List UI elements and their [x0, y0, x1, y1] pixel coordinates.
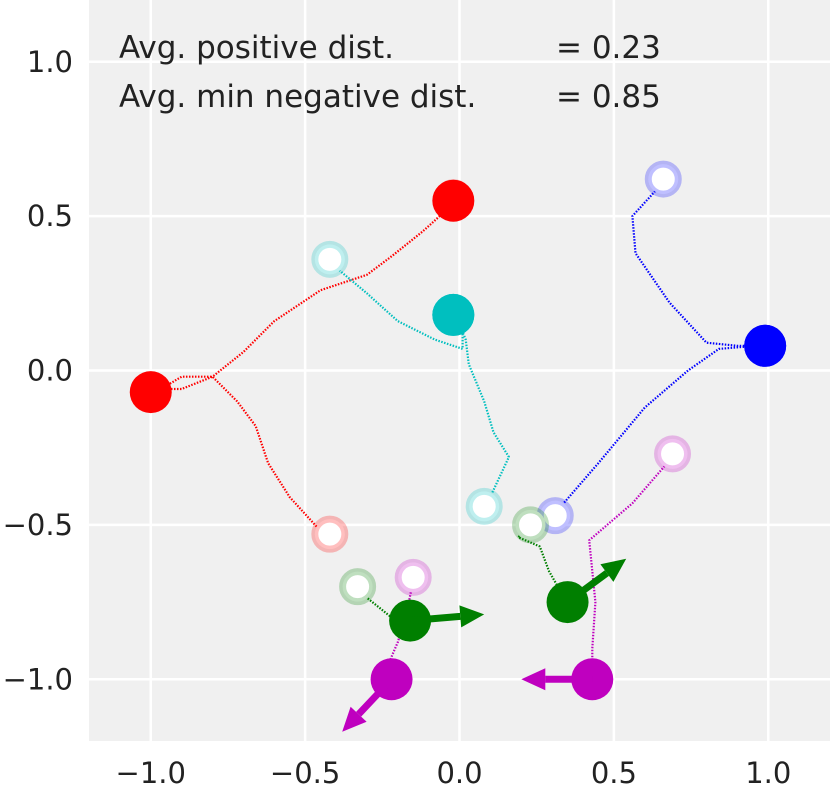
positive-dist-label: Avg. positive dist. [119, 30, 394, 66]
green-goal-1 [512, 506, 550, 544]
cyan-trajectory-0 [458, 323, 510, 504]
green-arrow-shaft-1 [565, 570, 609, 605]
y-tick-label-4: −1.0 [3, 662, 73, 696]
magenta-trajectory-0 [387, 580, 415, 665]
negative-dist-label: Avg. min negative dist. [119, 79, 476, 115]
magenta-goal-1 [654, 435, 692, 473]
green-goal-0 [339, 568, 377, 606]
magenta-trajectory-1 [588, 456, 674, 670]
red-trajectory-0 [165, 375, 322, 532]
green-arrow-head-0 [459, 605, 485, 628]
magenta-arrow-shaft-0 [356, 676, 395, 717]
x-tick-labels: −1.0 −0.5 0.0 0.5 1.0 [116, 756, 792, 790]
red-agent-0 [129, 371, 172, 414]
cyan-trajectory-1 [329, 261, 464, 350]
magenta-goal-0 [394, 558, 432, 596]
y-tick-label-3: −0.5 [3, 508, 73, 542]
magenta-arrow-head-0 [342, 706, 367, 732]
positive-dist-value: = 0.23 [556, 30, 661, 66]
cyan-agent-1 [432, 293, 475, 336]
red-goal-1 [311, 515, 349, 553]
x-tick-label-4: 1.0 [745, 756, 791, 790]
x-tick-label-0: −1.0 [116, 756, 186, 790]
blue-trajectory-0 [631, 181, 756, 347]
y-tick-labels: 1.0 0.5 0.0 −0.5 −1.0 [3, 45, 73, 697]
goal-markers [311, 160, 692, 606]
x-tick-label-3: 0.5 [591, 756, 637, 790]
red-trajectory-1 [166, 202, 455, 391]
grid-lines [89, 0, 830, 741]
y-tick-label-2: 0.0 [27, 354, 73, 388]
green-arrow-shaft-0 [409, 612, 461, 625]
blue-agent-1 [744, 324, 787, 367]
cyan-goal-1 [465, 487, 503, 525]
x-tick-label-1: −0.5 [270, 756, 340, 790]
blue-goal-0 [644, 160, 682, 198]
magenta-arrow-head-1 [521, 668, 546, 691]
blue-trajectory-1 [557, 344, 756, 511]
annotation-box: Avg. positive dist. = 0.23 Avg. min nega… [119, 30, 661, 115]
y-tick-label-1: 0.5 [27, 199, 73, 233]
x-tick-label-2: 0.0 [436, 756, 482, 790]
cyan-goal-0 [311, 240, 349, 278]
red-agent-1 [432, 179, 475, 222]
direction-arrows [342, 558, 627, 732]
green-arrow-head-1 [600, 558, 627, 582]
negative-dist-value: = 0.85 [556, 79, 661, 115]
y-tick-label-0: 1.0 [27, 45, 73, 79]
